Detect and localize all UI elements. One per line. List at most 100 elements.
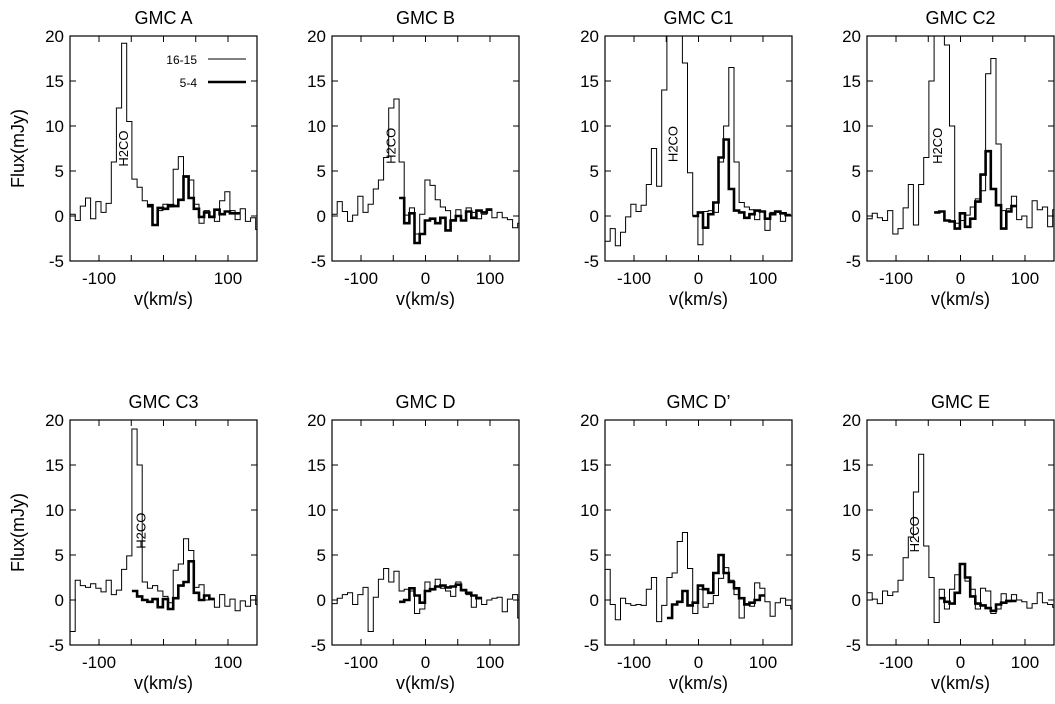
y-tick-label: 15 xyxy=(842,456,861,475)
h2co-annotation: H2CO xyxy=(930,128,945,164)
y-tick-label: -5 xyxy=(846,636,861,655)
panel-3: GMC C2 -5 0 5 10 15 20 -100 0 100 v(km/s) H2CO xyxy=(842,8,1055,309)
y-tick-label: 0 xyxy=(317,591,326,610)
plot-frame xyxy=(604,35,793,262)
x-tick-label: 0 xyxy=(956,653,965,672)
y-tick-label: 0 xyxy=(852,207,861,226)
x-tick-label: 0 xyxy=(421,269,430,288)
x-tick-label: 100 xyxy=(749,653,777,672)
x-tick-label: -100 xyxy=(879,269,913,288)
y-tick-label: 0 xyxy=(852,591,861,610)
x-tick-label: -100 xyxy=(82,269,116,288)
series-5-4-line xyxy=(147,175,241,227)
x-tick-label: 100 xyxy=(476,653,504,672)
y-tick-label: 0 xyxy=(590,207,599,226)
panel-4: GMC C3 -5 0 5 10 15 20 -100 100 v(km/s) Flux(mJy) H… xyxy=(8,392,258,693)
x-tick-label: -100 xyxy=(879,653,913,672)
h2co-annotation: H2CO xyxy=(665,126,680,162)
series-16-15-line xyxy=(867,36,1054,235)
x-axis-label: v(km/s) xyxy=(396,289,455,309)
y-tick-label: 20 xyxy=(45,411,64,430)
x-tick-label: -100 xyxy=(344,653,378,672)
panel-title: GMC C1 xyxy=(663,8,733,28)
y-axis-label: Flux(mJy) xyxy=(8,109,28,188)
panel-title: GMC E xyxy=(931,392,990,412)
x-tick-label: -100 xyxy=(344,269,378,288)
panel-6: GMC D’ -5 0 5 10 15 20 -100 0 100 v(km/s) xyxy=(580,392,793,693)
series-16-15-line xyxy=(867,453,1054,623)
y-tick-label: 5 xyxy=(55,546,64,565)
y-tick-label: 15 xyxy=(580,456,599,475)
x-tick-label: -100 xyxy=(617,653,651,672)
x-axis-label: v(km/s) xyxy=(134,673,193,693)
panel-title: GMC C3 xyxy=(128,392,198,412)
y-tick-label: -5 xyxy=(584,252,599,271)
y-tick-label: 5 xyxy=(590,162,599,181)
legend: 16-15 5-4 xyxy=(166,53,246,90)
y-tick-label: 10 xyxy=(45,501,64,520)
series-5-4-line xyxy=(939,562,1017,613)
y-tick-label: 0 xyxy=(55,207,64,226)
y-tick-label: 10 xyxy=(307,117,326,136)
y-tick-label: 5 xyxy=(317,546,326,565)
x-tick-label: -100 xyxy=(617,269,651,288)
series-16-15-line xyxy=(332,98,519,235)
series-16-15-line xyxy=(332,568,519,632)
y-tick-label: 10 xyxy=(842,117,861,136)
y-tick-label: -5 xyxy=(311,252,326,271)
y-tick-label: -5 xyxy=(311,636,326,655)
y-tick-label: 0 xyxy=(55,591,64,610)
x-tick-label: 0 xyxy=(694,653,703,672)
h2co-annotation: H2CO xyxy=(907,516,922,552)
h2co-annotation: H2CO xyxy=(134,513,149,549)
y-tick-label: 5 xyxy=(852,546,861,565)
plot-frame xyxy=(69,419,258,646)
y-axis-label: Flux(mJy) xyxy=(8,493,28,572)
h2co-annotation: H2CO xyxy=(116,130,131,166)
x-tick-label: 100 xyxy=(476,269,504,288)
y-tick-label: 10 xyxy=(45,117,64,136)
plot-frame xyxy=(331,35,520,262)
plot-frame xyxy=(866,419,1055,646)
y-tick-label: -5 xyxy=(49,252,64,271)
panel-title: GMC D xyxy=(396,392,456,412)
series-16-15-line xyxy=(605,532,792,623)
plot-frame xyxy=(604,419,793,646)
series-5-4-line xyxy=(131,560,215,611)
x-axis-label: v(km/s) xyxy=(931,673,990,693)
y-tick-label: 10 xyxy=(842,501,861,520)
y-tick-label: 5 xyxy=(317,162,326,181)
x-tick-label: 0 xyxy=(956,269,965,288)
x-tick-label: 100 xyxy=(1011,269,1039,288)
panel-5: GMC D -5 0 5 10 15 20 -100 0 100 v(km/s) xyxy=(307,392,520,693)
panel-title: GMC A xyxy=(134,8,192,28)
x-tick-label: 100 xyxy=(749,269,777,288)
x-tick-label: 100 xyxy=(214,653,242,672)
x-axis-label: v(km/s) xyxy=(669,289,728,309)
plot-frame xyxy=(331,419,520,646)
y-tick-label: 15 xyxy=(307,72,326,91)
y-tick-label: 15 xyxy=(45,456,64,475)
y-tick-label: 0 xyxy=(317,207,326,226)
series-5-4-line xyxy=(934,149,1017,230)
panel-title: GMC B xyxy=(396,8,455,28)
x-axis-label: v(km/s) xyxy=(931,289,990,309)
y-tick-label: 15 xyxy=(307,456,326,475)
y-tick-label: 20 xyxy=(580,411,599,430)
y-tick-label: -5 xyxy=(584,636,599,655)
h2co-annotation: H2CO xyxy=(383,128,398,164)
y-tick-label: 20 xyxy=(842,27,861,46)
y-tick-label: 10 xyxy=(580,117,599,136)
y-tick-label: -5 xyxy=(49,636,64,655)
legend-label-16-15: 16-15 xyxy=(166,53,197,67)
x-axis-label: v(km/s) xyxy=(396,673,455,693)
panel-7: GMC E -5 0 5 10 15 20 -100 0 100 v(km/s) H2CO xyxy=(842,392,1055,693)
x-tick-label: 0 xyxy=(421,653,430,672)
y-tick-label: 20 xyxy=(307,411,326,430)
y-tick-label: -5 xyxy=(846,252,861,271)
y-tick-label: 20 xyxy=(45,27,64,46)
legend-label-5-4: 5-4 xyxy=(180,76,198,90)
y-tick-label: 10 xyxy=(307,501,326,520)
series-16-15-line xyxy=(70,42,257,230)
